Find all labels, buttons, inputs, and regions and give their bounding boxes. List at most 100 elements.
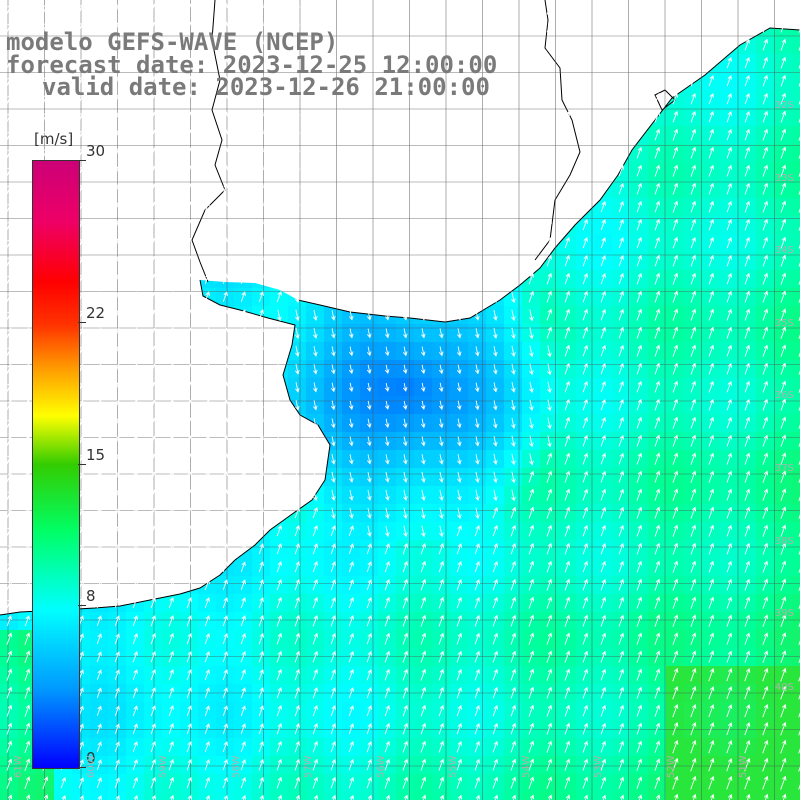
wind-arrow (403, 274, 408, 285)
wind-arrow (744, 200, 750, 213)
wind-arrow (24, 291, 30, 302)
wind-arrow (492, 3, 498, 15)
wind-arrow (600, 111, 606, 123)
wind-arrow (366, 346, 372, 357)
wind-arrow (6, 722, 13, 735)
wind-arrow (654, 164, 661, 177)
wind-arrow (367, 489, 372, 501)
wind-cell (792, 270, 800, 288)
wind-arrow (258, 614, 264, 627)
wind-arrow (564, 200, 570, 213)
wind-arrow (744, 434, 751, 447)
wind-arrow (277, 794, 283, 800)
wind-arrow (690, 488, 697, 501)
wind-arrow (672, 146, 679, 159)
wind-arrow (744, 686, 751, 700)
wind-arrow (726, 290, 733, 303)
wind-arrow (294, 273, 300, 285)
wind-arrow (726, 416, 732, 429)
wind-arrow (222, 669, 228, 681)
wind-arrow (132, 633, 138, 645)
wind-arrow (510, 560, 516, 573)
wind-arrow (349, 507, 354, 519)
wind-arrow (150, 399, 156, 411)
wind-arrow (582, 200, 588, 213)
wind-arrow (439, 454, 444, 465)
wind-arrow (439, 436, 444, 447)
wind-arrow (636, 326, 643, 339)
wind-arrow (330, 579, 336, 591)
wind-arrow (708, 470, 715, 483)
wind-arrow (529, 794, 535, 800)
wind-arrow (60, 776, 66, 789)
wind-arrow (493, 273, 498, 286)
wind-arrow (132, 93, 138, 104)
wind-arrow (114, 345, 120, 356)
wind-arrow (42, 93, 48, 104)
wind-cell (432, 792, 450, 800)
wind-arrow (204, 705, 210, 717)
wind-arrow (726, 308, 733, 321)
wind-arrow (420, 776, 427, 789)
wind-arrow (438, 758, 445, 771)
wind-arrow (24, 435, 30, 446)
wind-arrow (654, 20, 661, 33)
wind-arrow (276, 237, 282, 249)
wind-arrow (618, 632, 625, 645)
wind-arrow (438, 650, 445, 663)
longitude-label: 55W (448, 755, 459, 778)
wind-arrow (294, 39, 300, 51)
wind-arrow (457, 794, 463, 800)
wind-arrow (780, 632, 787, 646)
wind-arrow (187, 794, 192, 800)
wind-arrow (618, 758, 625, 771)
wind-arrow (600, 290, 606, 303)
wind-arrow (24, 417, 30, 428)
wind-arrow (654, 668, 661, 681)
wind-arrow (510, 614, 517, 627)
wind-arrow (780, 775, 787, 790)
wind-arrow (222, 615, 228, 627)
wind-arrow (258, 273, 264, 285)
wind-arrow (114, 633, 120, 645)
wind-arrow (24, 597, 30, 609)
wind-arrow (618, 398, 624, 411)
wind-arrow (168, 309, 174, 321)
wind-arrow (672, 416, 679, 429)
wind-arrow (6, 147, 12, 158)
wind-arrow (403, 310, 408, 321)
wind-arrow (528, 722, 535, 735)
wind-arrow (204, 255, 210, 266)
wind-arrow (564, 362, 570, 375)
wind-arrow (744, 218, 750, 231)
wind-arrow (114, 57, 120, 68)
wind-cell (738, 792, 756, 800)
longitude-label: 54W (520, 755, 532, 778)
wind-arrow (420, 740, 427, 753)
wind-arrow (421, 273, 426, 285)
wind-arrow (186, 201, 192, 212)
wind-arrow (96, 777, 102, 789)
wind-arrow (366, 632, 372, 645)
wind-arrow (690, 704, 697, 718)
wind-arrow (456, 3, 462, 15)
wind-arrow (330, 237, 336, 248)
wind-arrow (132, 21, 138, 32)
wind-arrow (258, 650, 264, 663)
wind-arrow (582, 758, 589, 771)
wind-arrow (42, 75, 48, 86)
wind-arrow (618, 111, 624, 123)
wind-arrow (600, 416, 606, 429)
wind-arrow (114, 723, 120, 734)
wind-arrow (475, 328, 480, 339)
wind-arrow (672, 128, 679, 141)
wind-arrow (744, 380, 750, 393)
wind-arrow (96, 489, 102, 500)
wind-arrow (150, 741, 156, 753)
wind-arrow (204, 615, 210, 627)
wind-arrow (186, 327, 192, 339)
wind-arrow (798, 748, 800, 754)
wind-arrow (96, 363, 102, 374)
wind-arrow (654, 506, 661, 519)
wind-arrow (96, 129, 102, 140)
